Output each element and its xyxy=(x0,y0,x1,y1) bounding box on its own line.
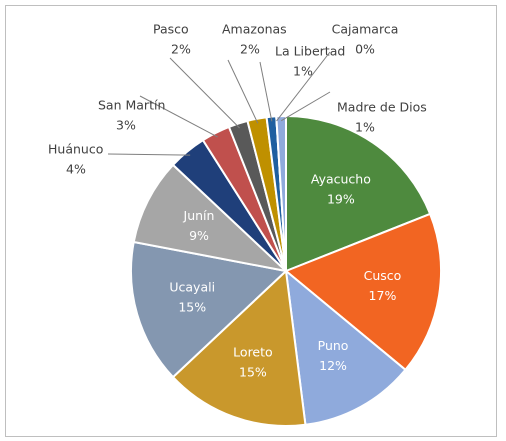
labels: Ayacucho 19% Cusco 17% Puno 12% Loreto 15% Ucaya… xyxy=(48,22,427,380)
value-label: 2% xyxy=(171,42,191,57)
pie-slice xyxy=(171,268,307,427)
value-label: 4% xyxy=(66,162,86,177)
category-label: Cusco xyxy=(364,268,402,283)
value-label: 15% xyxy=(178,300,206,315)
value-label: 12% xyxy=(319,358,347,373)
pie-slice xyxy=(285,114,432,273)
pie xyxy=(130,114,442,427)
category-label: La Libertad xyxy=(275,44,345,59)
category-label: Huánuco xyxy=(48,142,103,157)
value-label: 17% xyxy=(369,288,397,303)
category-label: Amazonas xyxy=(222,22,287,37)
value-label: 19% xyxy=(327,192,355,207)
category-label: Madre de Dios xyxy=(337,100,427,115)
leader-line xyxy=(107,153,191,156)
category-label: Pasco xyxy=(153,22,189,37)
value-label: 15% xyxy=(239,364,267,379)
category-label: Junín xyxy=(183,208,215,223)
pie-slice xyxy=(275,114,287,272)
value-label: 0% xyxy=(355,42,375,57)
value-label: 1% xyxy=(293,64,313,79)
category-label: Cajamarca xyxy=(332,22,399,37)
leader-line xyxy=(281,91,331,122)
pie-slice xyxy=(132,163,290,273)
category-label: Ayacucho xyxy=(311,172,371,187)
leader-line xyxy=(276,51,331,122)
value-label: 3% xyxy=(116,118,136,133)
value-label: 1% xyxy=(355,120,375,135)
category-label: Ucayali xyxy=(169,280,215,295)
category-label: Puno xyxy=(318,338,349,353)
leader-line xyxy=(227,59,259,124)
category-label: Loreto xyxy=(233,344,273,359)
pie-slice xyxy=(284,212,442,372)
leader-line xyxy=(169,57,240,129)
category-label: San Martín xyxy=(98,98,165,113)
pie-slice xyxy=(284,268,407,426)
leader-line xyxy=(139,95,218,138)
pie-slice xyxy=(130,240,289,379)
leader-line xyxy=(259,61,273,122)
value-label: 9% xyxy=(189,228,209,243)
value-label: 2% xyxy=(240,42,260,57)
